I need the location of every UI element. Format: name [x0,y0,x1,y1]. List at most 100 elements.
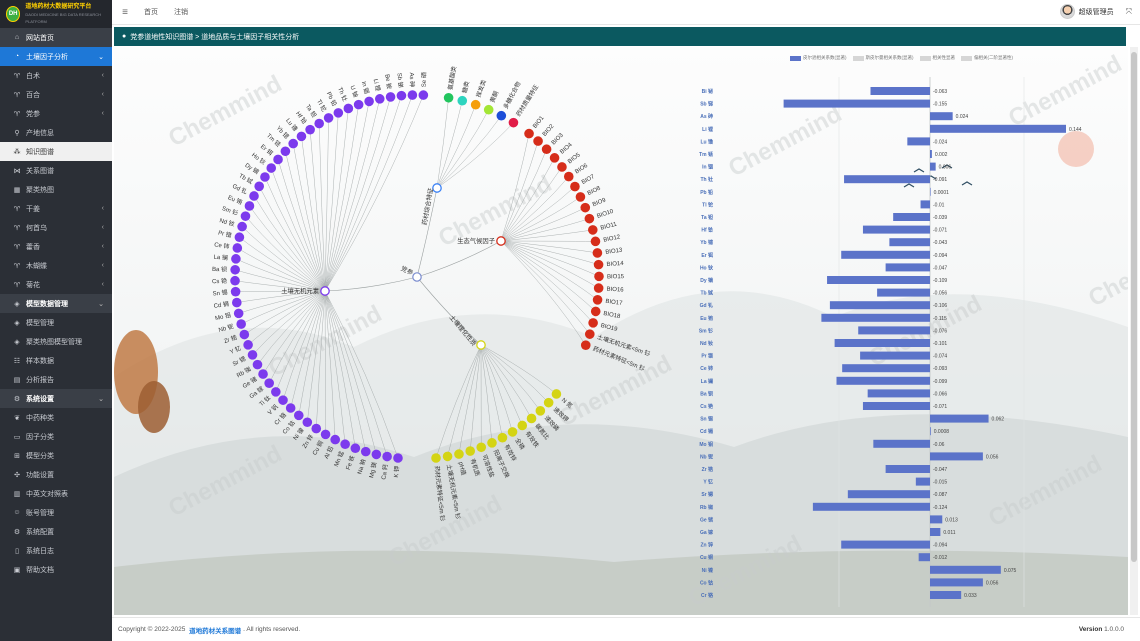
chart-bar[interactable] [841,540,930,549]
graph-leaf-node[interactable] [533,136,543,146]
chart-bar[interactable] [915,477,930,486]
graph-leaf-node[interactable] [232,243,243,253]
sidebar-item-27[interactable]: ▯ 系统日志 [0,541,112,560]
graph-leaf-node[interactable] [340,439,350,450]
scrollbar-thumb[interactable] [1131,52,1137,562]
graph-leaf-node[interactable] [551,389,562,399]
graph-leaf-node[interactable] [234,232,245,243]
chart-bar[interactable] [930,578,983,587]
graph-leaf-node[interactable] [524,128,534,139]
chart-bar[interactable] [873,439,930,448]
sidebar-item-12[interactable]: ♈ 木蝴蝶 ‹ [0,256,112,275]
sidebar-item-3[interactable]: ♈ 百合 ‹ [0,85,112,104]
graph-leaf-node[interactable] [575,192,586,202]
chart-bar[interactable] [877,288,930,297]
chart-bar[interactable] [918,553,930,562]
chart-bar[interactable] [862,225,930,234]
graph-leaf-node[interactable] [236,319,246,329]
sidebar-item-25[interactable]: ☺ 账号管理 [0,503,112,522]
graph-leaf-node[interactable] [418,90,429,100]
graph-leaf-node[interactable] [320,429,331,440]
graph-leaf-node[interactable] [364,96,374,107]
graph-leaf-node[interactable] [230,286,241,297]
graph-leaf-node[interactable] [244,201,255,211]
chart-bar[interactable] [930,427,931,436]
user-menu[interactable]: 超级管理员 ⤧ [1059,4,1132,19]
graph-root-node[interactable] [412,272,422,282]
graph-leaf-node[interactable] [237,221,247,232]
sidebar-item-14[interactable]: ◈ 模型数据管理 ⌄ [0,294,112,313]
graph-leaf-node[interactable] [382,451,392,462]
sidebar-item-9[interactable]: ♈ 干姜 ‹ [0,199,112,218]
graph-leaf-node[interactable] [483,104,494,115]
graph-leaf-node[interactable] [271,387,281,397]
graph-leaf-node[interactable] [374,94,385,104]
graph-leaf-node[interactable] [260,172,270,182]
graph-branch-node[interactable] [432,183,442,193]
graph-leaf-node[interactable] [252,359,263,370]
graph-leaf-node[interactable] [580,202,591,213]
graph-leaf-node[interactable] [232,297,242,308]
graph-leaf-node[interactable] [535,406,546,416]
graph-leaf-node[interactable] [360,446,371,457]
graph-leaf-node[interactable] [543,397,554,408]
chart-bar[interactable] [860,351,930,360]
graph-leaf-node[interactable] [333,108,344,118]
chart-bar[interactable] [930,112,953,121]
chart-bar[interactable] [930,162,936,171]
legend-item[interactable]: 斯皮尔曼相关系数(显著) [852,55,914,61]
chart-bar[interactable] [893,213,930,221]
chart-bar[interactable] [930,591,962,599]
graph-leaf-node[interactable] [496,110,507,121]
graph-leaf-node[interactable] [393,453,403,463]
graph-leaf-node[interactable] [385,92,396,102]
sidebar-item-4[interactable]: ♈ 党参 ‹ [0,104,112,123]
chart-bar[interactable] [930,515,943,524]
graph-leaf-node[interactable] [587,225,598,235]
graph-leaf-node[interactable] [487,438,497,448]
graph-leaf-node[interactable] [592,295,603,305]
brand-header[interactable]: DH 道地药材大数据研究平台 DAODI MEDICINE BIG DATA R… [0,0,112,28]
graph-leaf-node[interactable] [443,92,454,103]
chart-bar[interactable] [889,238,930,247]
sidebar-item-13[interactable]: ♈ 菊花 ‹ [0,275,112,294]
sidebar-item-1[interactable]: ◔ 土壤因子分析 ⌄ [0,47,112,66]
graph-leaf-node[interactable] [273,154,283,165]
graph-leaf-node[interactable] [323,113,334,123]
chart-bar[interactable] [870,87,931,95]
graph-leaf-node[interactable] [442,451,453,462]
graph-leaf-node[interactable] [507,427,518,437]
sidebar-item-24[interactable]: ▥ 中英文对照表 [0,484,112,503]
sidebar-item-8[interactable]: ▦ 聚类热图 [0,180,112,199]
graph-leaf-node[interactable] [247,350,258,360]
graph-leaf-node[interactable] [280,146,291,157]
legend-item[interactable]: 皮尔逊相关系数(显著) [790,55,847,61]
sidebar-item-23[interactable]: ✣ 功能设置 [0,465,112,484]
graph-leaf-node[interactable] [517,420,528,431]
graph-leaf-node[interactable] [431,453,441,463]
graph-leaf-node[interactable] [497,432,508,443]
graph-leaf-node[interactable] [593,283,604,293]
graph-leaf-node[interactable] [353,99,364,110]
chart-bar[interactable] [885,465,930,473]
graph-leaf-node[interactable] [570,181,580,192]
chart-bar[interactable] [827,276,930,284]
chart-bar[interactable] [783,99,930,108]
graph-branch-node[interactable] [496,236,506,246]
graph-leaf-node[interactable] [266,163,277,173]
graph-leaf-node[interactable] [563,171,574,182]
chart-bar[interactable] [885,263,930,272]
graph-leaf-node[interactable] [541,144,552,155]
graph-leaf-node[interactable] [396,90,407,101]
legend-item[interactable]: 偏相关(二阶显著性) [961,55,1013,61]
graph-leaf-node[interactable] [350,443,361,454]
sidebar-item-28[interactable]: ▣ 帮助文档 [0,560,112,579]
graph-leaf-node[interactable] [454,449,464,459]
graph-leaf-node[interactable] [314,118,324,129]
graph-leaf-node[interactable] [233,308,244,319]
graph-branch-node[interactable] [476,340,486,350]
sidebar-item-0[interactable]: ⌂ 网站首页 [0,28,112,47]
chart-bar[interactable] [829,301,930,310]
sidebar-item-10[interactable]: ♈ 何首乌 ‹ [0,218,112,237]
sidebar-item-6[interactable]: ⁂ 知识图谱 [0,142,112,161]
